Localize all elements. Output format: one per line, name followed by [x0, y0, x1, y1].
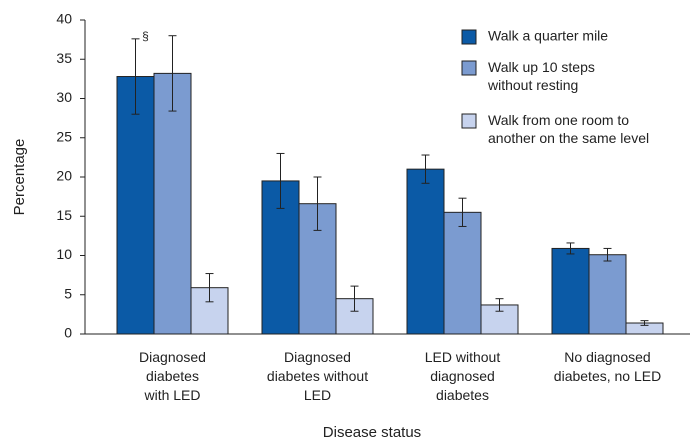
y-tick-label: 35: [56, 50, 72, 66]
y-tick-label: 5: [64, 285, 72, 301]
error-bar: [640, 320, 649, 326]
y-tick-label: 20: [56, 168, 72, 184]
error-bar: [495, 298, 504, 312]
legend-label: Walk up 10 steps without resting: [487, 59, 595, 93]
error-bar: [131, 38, 140, 115]
y-tick-label: 25: [56, 128, 72, 144]
legend-swatch: [461, 60, 477, 76]
error-bar: [313, 176, 322, 231]
bar: [153, 72, 192, 335]
y-tick-label: 15: [56, 207, 72, 223]
error-bar: [350, 285, 359, 312]
x-tick-label: Diagnosed diabetes with LED: [139, 349, 206, 403]
x-tick-label: Diagnosed diabetes without LED: [267, 349, 368, 403]
bar: [116, 76, 155, 335]
error-bar: [168, 35, 177, 112]
error-bar: [276, 152, 285, 209]
y-tick-label: 10: [56, 246, 72, 262]
y-tick-label: 0: [64, 325, 72, 341]
error-bar: [421, 154, 430, 184]
bar: [443, 211, 482, 335]
x-tick-label: LED without diagnosed diabetes: [425, 349, 501, 403]
legend-swatch: [461, 113, 477, 129]
error-bar: [205, 273, 214, 303]
y-tick-label: 40: [56, 11, 72, 27]
y-axis-title: Percentage: [11, 139, 28, 216]
annotation: §: [142, 29, 149, 43]
error-bar: [458, 197, 467, 227]
legend-label: Walk from one room to another on the same…: [488, 112, 649, 146]
legend-swatch: [461, 29, 477, 45]
x-axis-title: Disease status: [323, 424, 421, 441]
bar: [406, 168, 445, 335]
bar: [588, 254, 627, 335]
bar: [551, 247, 590, 335]
legend-label: Walk a quarter mile: [488, 28, 608, 44]
y-tick-label: 30: [56, 89, 72, 105]
x-tick-label: No diagnosed diabetes, no LED: [554, 349, 661, 384]
error-bar: [603, 247, 612, 262]
error-bar: [566, 242, 575, 255]
